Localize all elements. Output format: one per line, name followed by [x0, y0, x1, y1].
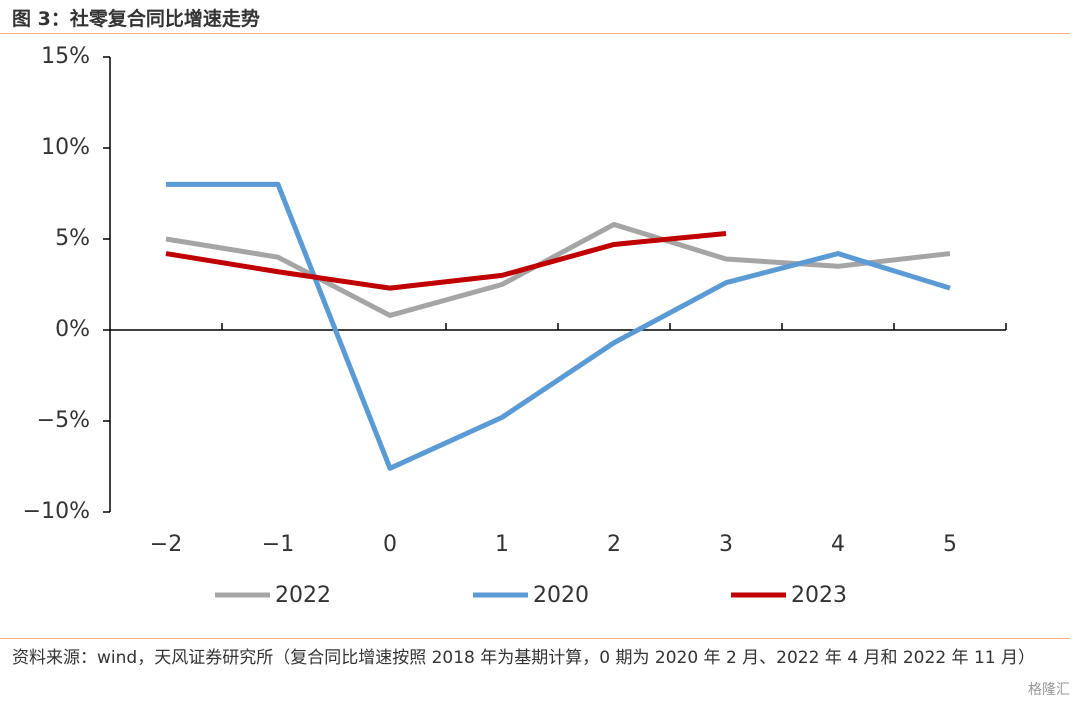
x-tick-label: 4: [831, 532, 845, 557]
x-tick-label: 1: [495, 532, 509, 557]
legend-label: 2022: [275, 583, 331, 608]
rule: [0, 33, 1070, 34]
line-series: [165, 221, 951, 318]
watermark: 格隆汇: [1028, 682, 1070, 698]
legend-label: 2023: [791, 583, 847, 608]
y-tick-label: 0%: [55, 317, 90, 342]
y-tick-label: 10%: [41, 135, 90, 160]
x-tick-label: 2: [607, 532, 621, 557]
rule: [0, 638, 1070, 639]
x-tick-label: 0: [383, 532, 397, 557]
x-tick-label: 3: [719, 532, 733, 557]
title: 图 3：社零复合同比增速走势: [12, 8, 260, 30]
x-tick-label: 5: [943, 532, 957, 557]
y-tick-label: 15%: [41, 44, 90, 69]
x-tick-label: −1: [262, 532, 294, 557]
y-tick-label: −10%: [23, 499, 90, 524]
line-series: [165, 231, 727, 291]
source-note: 资料来源：wind，天风证券研究所（复合同比增速按照 2018 年为基期计算，0…: [12, 648, 1035, 668]
y-tick-label: −5%: [37, 408, 90, 433]
chart: −10% −5% 0% 5% 10% 15% −2 −1 0 1 2 3 4 5 2022 2020 2023: [23, 44, 1007, 608]
line-series: [166, 181, 951, 471]
x-tick-label: −2: [150, 532, 182, 557]
legend-label: 2020: [533, 583, 589, 608]
y-tick-label: 5%: [55, 226, 90, 251]
